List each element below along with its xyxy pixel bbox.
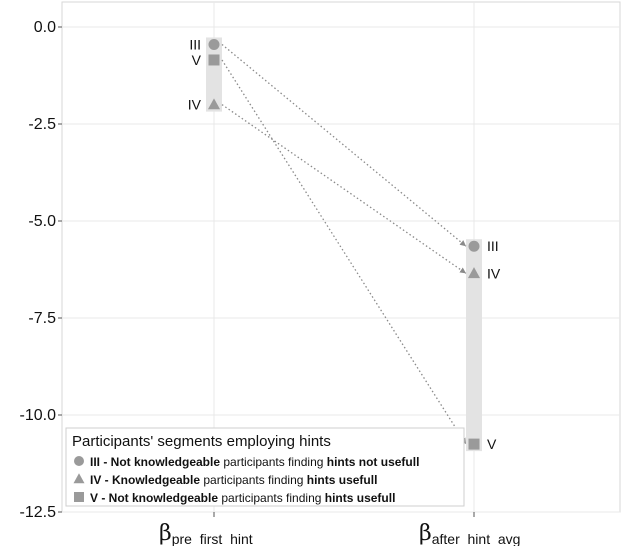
point-label: III xyxy=(487,238,499,254)
point-label: IV xyxy=(188,97,202,113)
y-tick-label: -7.5 xyxy=(28,310,56,327)
connector-arrow xyxy=(221,104,467,274)
arrows xyxy=(221,43,467,445)
square-marker xyxy=(208,54,220,66)
point-label: III xyxy=(189,36,201,52)
x-category-label: βpre_first_hint xyxy=(159,521,253,546)
plot-panel xyxy=(61,1,621,513)
y-axis: 0.0 -2.5 -5.0 -7.5 -10.0 -12.5 xyxy=(20,19,62,521)
legend-entry-part: hints usefull xyxy=(307,473,378,487)
legend-box xyxy=(65,427,465,507)
x-category-symbol: β xyxy=(159,521,172,546)
legend-entry: IV - Knowledgeable participants finding … xyxy=(90,473,377,487)
legend-entry: III - Not knowledgeable participants fin… xyxy=(90,455,419,469)
triangle-marker xyxy=(467,267,481,279)
point-label: V xyxy=(192,52,202,68)
y-tick-label: -2.5 xyxy=(28,116,56,133)
square-marker xyxy=(468,438,480,450)
legend-entry-part: participants finding xyxy=(218,491,325,505)
point-label: IV xyxy=(487,265,501,281)
grid xyxy=(62,2,620,513)
legend-entry-part: participants finding xyxy=(220,455,327,469)
point-label: V xyxy=(487,436,497,452)
legend-title: Participants' segments employing hints xyxy=(72,433,331,450)
legend-entry-part: hints usefull xyxy=(325,491,396,505)
y-tick-label: -12.5 xyxy=(20,504,57,521)
x-category-label: βafter_hint_avg xyxy=(419,521,520,546)
legend-entry-part: V - Not knowledgeable xyxy=(90,491,218,505)
triangle-marker xyxy=(73,473,85,484)
y-tick-label: 0.0 xyxy=(34,19,56,36)
square-marker xyxy=(74,492,84,502)
points: III III IV IV V V xyxy=(188,36,501,452)
x-axis: βpre_first_hint βafter_hint_avg xyxy=(159,512,520,546)
legend-entry-part: IV - Knowledgeable xyxy=(90,473,200,487)
circle-marker xyxy=(468,240,480,252)
x-category-subscript: after_hint_avg xyxy=(432,531,521,546)
legend-entry: V - Not knowledgeable participants findi… xyxy=(90,491,395,505)
legend-entry-part: participants finding xyxy=(200,473,307,487)
y-tick-label: -10.0 xyxy=(20,407,57,424)
circle-marker xyxy=(208,38,220,50)
legend-entry-part: III - Not knowledgeable xyxy=(90,455,220,469)
connector-arrow xyxy=(221,43,467,247)
x-category-subscript: pre_first_hint xyxy=(172,531,253,546)
x-category-symbol: β xyxy=(419,521,432,546)
circle-marker xyxy=(74,456,84,466)
range-bar xyxy=(466,239,482,452)
legend: Participants' segments employing hints II… xyxy=(65,427,465,507)
triangle-marker xyxy=(207,98,221,110)
legend-entry-part: hints not usefull xyxy=(327,455,420,469)
y-tick-label: -5.0 xyxy=(28,213,56,230)
